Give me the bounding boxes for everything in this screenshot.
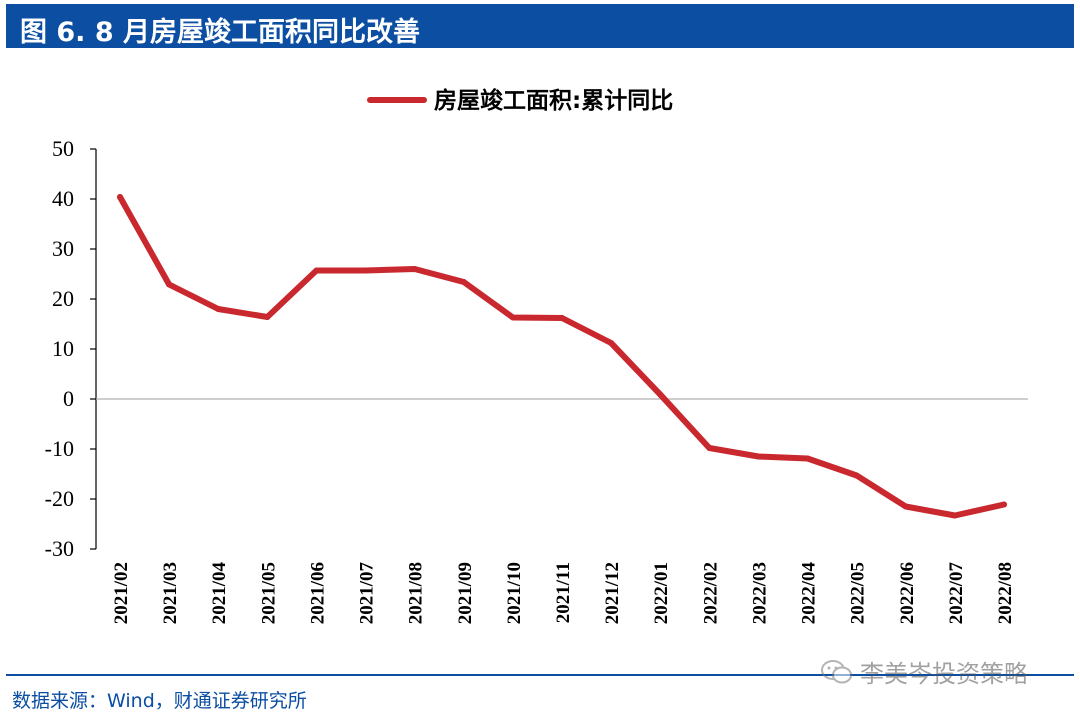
data-point xyxy=(411,266,418,272)
watermark: 李美岑投资策略 xyxy=(820,654,1028,689)
x-tick-label: 2022/02 xyxy=(700,562,721,624)
x-tick-label: 2022/07 xyxy=(946,562,967,625)
data-point xyxy=(706,445,713,451)
data-point xyxy=(657,391,664,398)
data-point xyxy=(608,340,615,346)
title-bar: 图 6. 8 月房屋竣工面积同比改善 xyxy=(6,4,1074,48)
data-point xyxy=(853,472,860,479)
data-point xyxy=(117,194,123,200)
x-axis: 2021/02 2021/03 2021/04 2021/05 2021/06 2021/… xyxy=(96,398,1028,625)
x-tick-label: 2021/10 xyxy=(504,562,525,624)
x-tick-label: 2022/05 xyxy=(848,562,869,624)
y-tick-label: 50 xyxy=(52,136,74,161)
x-tick-label: 2021/07 xyxy=(357,562,378,625)
x-tick-label: 2022/06 xyxy=(897,562,918,624)
source-note: 数据来源：Wind，财通证券研究所 xyxy=(12,690,307,712)
data-point xyxy=(951,512,958,519)
x-tick-label: 2021/11 xyxy=(553,562,574,623)
footer-divider xyxy=(6,674,1074,676)
x-tick-label: 2022/01 xyxy=(651,562,672,624)
data-point xyxy=(362,267,369,274)
y-tick-label: 20 xyxy=(52,286,74,311)
data-point xyxy=(313,267,320,274)
data-point xyxy=(804,455,811,462)
y-tick-label: -20 xyxy=(45,486,74,511)
x-tick-label: 2022/04 xyxy=(799,562,820,625)
data-point xyxy=(559,315,565,321)
x-tick-label: 2022/03 xyxy=(749,562,770,624)
x-tick-label: 2021/06 xyxy=(307,562,328,624)
series-layer xyxy=(117,194,1007,519)
x-tick-label: 2021/05 xyxy=(258,562,279,624)
x-tick-label: 2021/04 xyxy=(209,562,230,625)
data-point xyxy=(166,281,173,288)
watermark-text: 李美岑投资策略 xyxy=(860,660,1028,688)
x-tick-label: 2022/08 xyxy=(995,562,1016,624)
y-tick-label: -10 xyxy=(45,436,74,461)
data-point xyxy=(902,503,909,510)
x-tick-label: 2021/03 xyxy=(160,562,181,624)
data-point xyxy=(755,453,762,460)
y-tick-label: 40 xyxy=(52,186,74,211)
legend-label: 房屋竣工面积:累计同比 xyxy=(434,87,673,114)
data-point xyxy=(264,314,271,320)
x-tick-label: 2021/08 xyxy=(406,562,427,624)
x-tick-label: 2021/02 xyxy=(111,562,132,624)
legend: 房屋竣工面积:累计同比 xyxy=(367,87,673,114)
y-tick-label: -30 xyxy=(45,536,74,561)
x-tick-label: 2021/09 xyxy=(455,562,476,624)
chart-title: 图 6. 8 月房屋竣工面积同比改善 xyxy=(20,17,421,48)
y-tick-label: 30 xyxy=(52,236,74,261)
data-point xyxy=(509,314,516,321)
series-line xyxy=(117,194,1007,519)
y-axis: 50 40 30 20 10 0 -10 -20 -30 xyxy=(45,136,97,561)
data-point xyxy=(215,306,222,312)
y-tick-label: 0 xyxy=(63,386,74,411)
y-tick-label: 10 xyxy=(52,336,74,361)
wechat-icon xyxy=(821,659,852,683)
data-point xyxy=(460,279,467,285)
x-tick-label: 2021/12 xyxy=(602,562,623,624)
data-point xyxy=(1001,501,1007,508)
